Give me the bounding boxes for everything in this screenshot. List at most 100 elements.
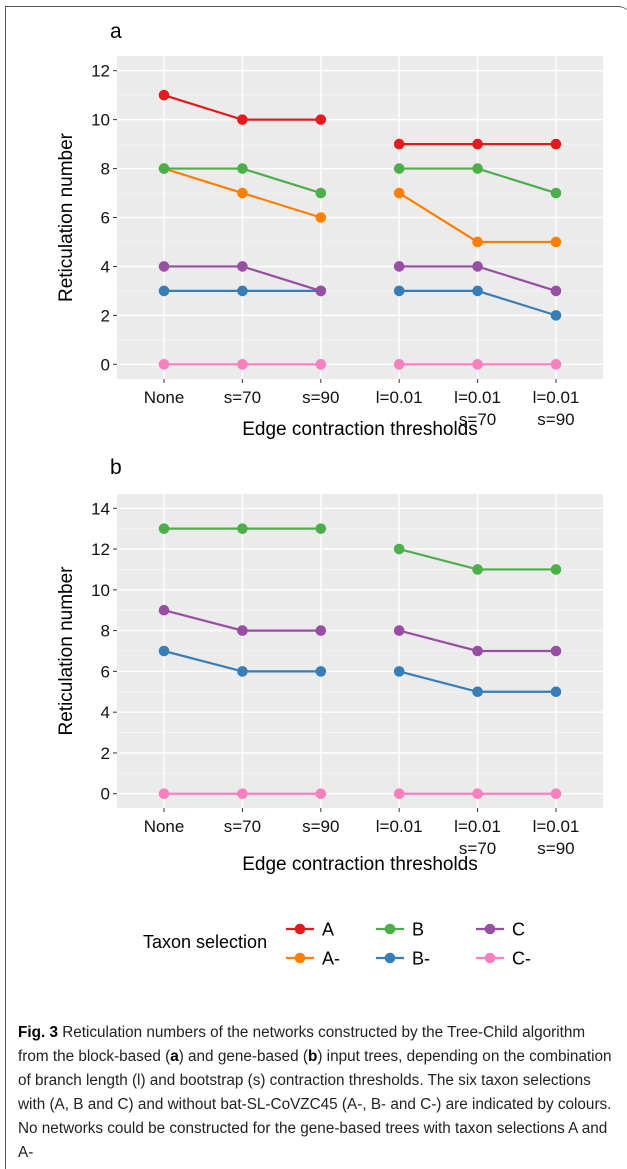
data-point xyxy=(393,359,405,370)
data-point xyxy=(393,261,405,272)
data-point xyxy=(550,686,562,698)
caption-text-3: ) input trees, depending on the combinat… xyxy=(18,1048,612,1161)
data-point xyxy=(315,285,327,297)
data-point xyxy=(315,523,327,534)
x-tick-label: s=90 xyxy=(302,817,339,836)
data-point xyxy=(315,212,327,223)
data-point xyxy=(237,261,248,272)
data-point xyxy=(237,625,248,636)
legend-label: B- xyxy=(412,949,430,969)
y-tick-label: 8 xyxy=(101,622,110,641)
data-point xyxy=(472,163,483,174)
figure-frame xyxy=(5,6,627,1169)
data-point xyxy=(315,625,327,636)
legend-key-point xyxy=(384,952,396,964)
panel-letter-b: b xyxy=(110,456,122,479)
series-C xyxy=(158,604,562,657)
data-point xyxy=(158,788,170,800)
data-point xyxy=(158,604,170,616)
x-tick-label: l=0.01 s=90 xyxy=(533,817,580,858)
y-tick-label: 10 xyxy=(91,111,110,130)
y-tick-label: 6 xyxy=(101,209,110,228)
x-tick-label: l=0.01 xyxy=(376,388,423,407)
data-point xyxy=(237,359,248,370)
x-tick-label: l=0.01 s=90 xyxy=(533,388,580,429)
caption-bold-a: a xyxy=(170,1048,179,1065)
panel-letter-a: a xyxy=(110,20,122,43)
y-axis-title: Reticulation number xyxy=(56,566,77,736)
series-B xyxy=(158,523,562,575)
data-point xyxy=(158,359,170,370)
legend-label: C xyxy=(512,920,525,940)
data-point xyxy=(472,138,483,150)
series-B- xyxy=(158,285,562,321)
x-tick-label: s=70 xyxy=(224,388,261,407)
data-point xyxy=(393,285,405,297)
caption-label: Fig. 3 xyxy=(18,1024,58,1041)
data-point xyxy=(472,359,483,370)
x-tick-label: l=0.01 s=70 xyxy=(454,388,501,429)
data-point xyxy=(393,543,405,555)
data-point xyxy=(315,359,327,370)
data-point xyxy=(393,163,405,174)
series-B xyxy=(158,163,562,199)
y-tick-label: 4 xyxy=(101,257,110,276)
series-A- xyxy=(158,163,562,248)
legend-title: Taxon selection xyxy=(143,932,267,952)
legend-key-point xyxy=(484,952,496,964)
x-tick-label: None xyxy=(144,817,185,836)
data-point xyxy=(472,564,483,575)
y-tick-label: 0 xyxy=(101,785,110,804)
x-tick-label: s=70 xyxy=(224,817,261,836)
data-point xyxy=(550,236,562,248)
data-point xyxy=(315,187,327,199)
x-axis-title: Edge contraction thresholds xyxy=(242,854,478,875)
data-point xyxy=(393,788,405,800)
legend-key-point xyxy=(384,923,396,935)
data-point xyxy=(550,645,562,657)
data-point xyxy=(237,788,248,800)
y-tick-label: 12 xyxy=(91,62,110,81)
data-point xyxy=(237,285,248,297)
y-tick-label: 12 xyxy=(91,540,110,559)
data-point xyxy=(393,625,405,636)
data-point xyxy=(315,114,327,125)
legend-label: C- xyxy=(512,949,531,969)
data-point xyxy=(158,163,170,174)
caption-text-2: ) and gene-based ( xyxy=(178,1048,308,1065)
data-point xyxy=(472,645,483,657)
data-point xyxy=(237,187,248,199)
data-point xyxy=(237,114,248,125)
data-point xyxy=(315,666,327,677)
data-point xyxy=(550,138,562,150)
data-point xyxy=(472,236,483,248)
legend-label: B xyxy=(412,920,424,940)
data-point xyxy=(237,523,248,534)
series-C- xyxy=(158,359,562,370)
y-tick-label: 6 xyxy=(101,662,110,681)
data-point xyxy=(550,187,562,199)
data-point xyxy=(158,89,170,101)
figure-caption: Fig. 3 Reticulation numbers of the netwo… xyxy=(18,1021,618,1165)
data-point xyxy=(472,285,483,297)
x-tick-label: s=90 xyxy=(302,388,339,407)
y-tick-label: 2 xyxy=(101,306,110,325)
data-point xyxy=(158,261,170,272)
y-tick-label: 14 xyxy=(91,499,110,518)
legend-label: A xyxy=(322,920,334,940)
data-point xyxy=(550,359,562,370)
y-tick-label: 8 xyxy=(101,160,110,179)
x-tick-label: l=0.01 s=70 xyxy=(454,817,501,858)
data-point xyxy=(550,788,562,800)
y-tick-label: 2 xyxy=(101,744,110,763)
data-point xyxy=(472,686,483,698)
panel-a: a 0 2 4 6 8 10 12 None s=70 s=90 l=0.01 l=0.01 s=70 l=… xyxy=(56,20,603,440)
panel-b: b 0 2 4 6 8 10 12 14 None s=70 s=90 l=0.01 l=0.01 s=70… xyxy=(56,456,603,875)
data-point xyxy=(393,666,405,677)
legend-label: A- xyxy=(322,949,340,969)
caption-text-1: Reticulation numbers of the networks con… xyxy=(18,1024,586,1065)
data-point xyxy=(237,666,248,677)
y-tick-label: 10 xyxy=(91,581,110,600)
data-point xyxy=(550,285,562,297)
figure-canvas: a 0 2 4 6 8 10 12 None s=70 s=90 l=0.01 l=0.01 s=70 l=… xyxy=(56,20,603,969)
